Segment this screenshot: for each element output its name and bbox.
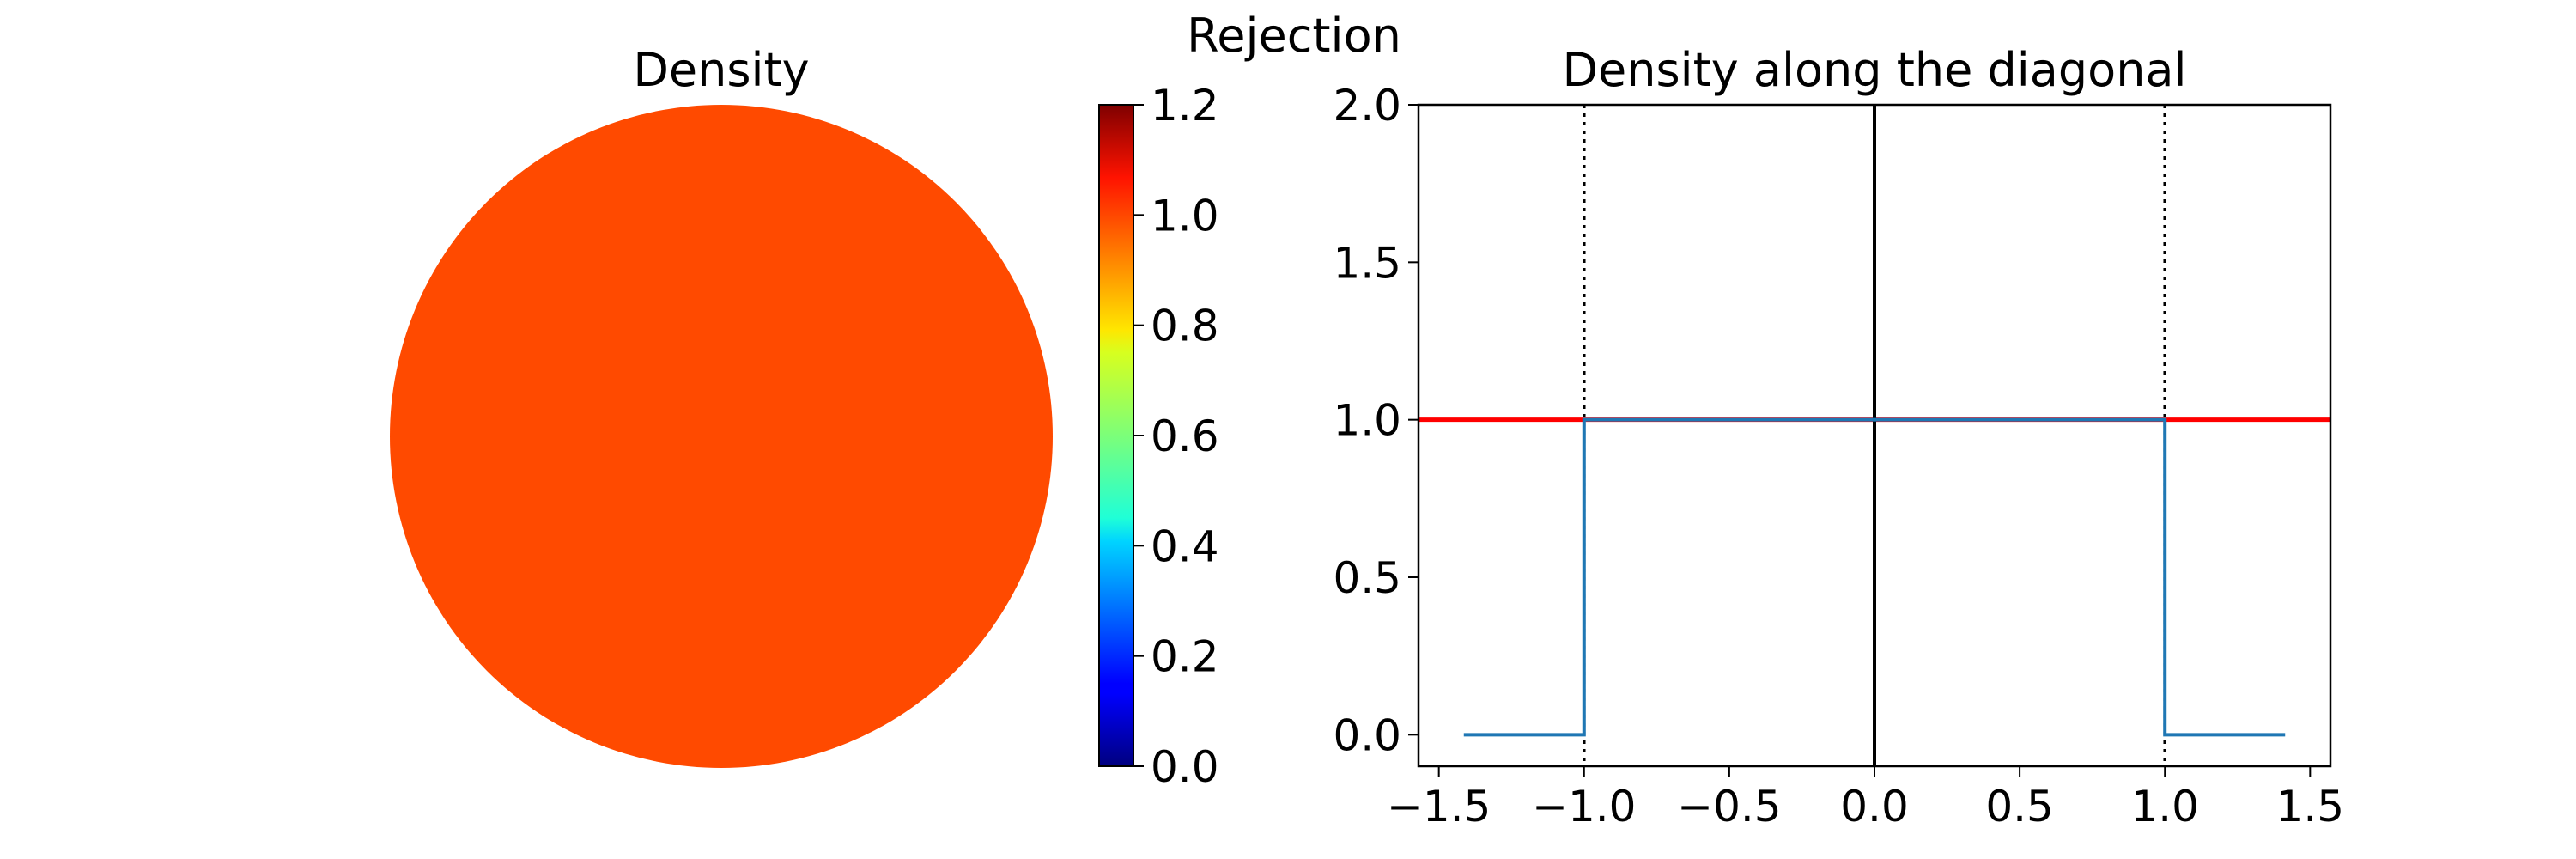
colorbar-tick-label: 0.8: [1151, 302, 1219, 351]
series-line: [1463, 417, 2286, 737]
y-tick-label: 1.0: [1333, 396, 1401, 446]
x-tick-label: 0.5: [1985, 782, 2054, 832]
colorbar: [1098, 104, 1134, 767]
y-axis-ticks: 0.0 0.5 1.0 1.5 2.0: [1333, 81, 1419, 760]
y-tick-label: 1.5: [1333, 238, 1401, 288]
colorbar-tick-label: 0.2: [1151, 632, 1219, 682]
chart-title: Density along the diagonal: [1562, 43, 2186, 97]
colorbar-tick-label: 0.6: [1151, 411, 1219, 461]
y-tick-label: 0.0: [1333, 710, 1401, 760]
x-tick-label: −0.5: [1677, 782, 1781, 832]
x-tick-label: 0.0: [1840, 782, 1909, 832]
plot-lines: [1419, 105, 2330, 766]
colorbar-tick-label: 0.4: [1151, 521, 1219, 571]
colorbar-ticks: 0.0 0.2 0.4 0.6 0.8 1.0 1.2: [1133, 81, 1219, 792]
x-tick-label: −1.0: [1532, 782, 1636, 832]
density-map-title: Density: [633, 43, 809, 97]
figure-suptitle: Rejection: [1187, 9, 1401, 63]
colorbar-tick-label: 1.2: [1151, 81, 1219, 131]
x-tick-label: −1.5: [1387, 782, 1491, 832]
y-tick-label: 0.5: [1333, 553, 1401, 603]
colorbar-tick-label: 1.0: [1151, 191, 1219, 241]
colorbar-tick-label: 0.0: [1151, 742, 1219, 792]
x-tick-label: 1.5: [2276, 782, 2345, 832]
x-tick-label: 1.0: [2130, 782, 2199, 832]
y-tick-label: 2.0: [1333, 81, 1401, 131]
x-axis-ticks: −1.5 −1.0 −0.5 0.0 0.5 1.0 1.5: [1387, 766, 2344, 832]
density-disk: [390, 105, 1053, 768]
